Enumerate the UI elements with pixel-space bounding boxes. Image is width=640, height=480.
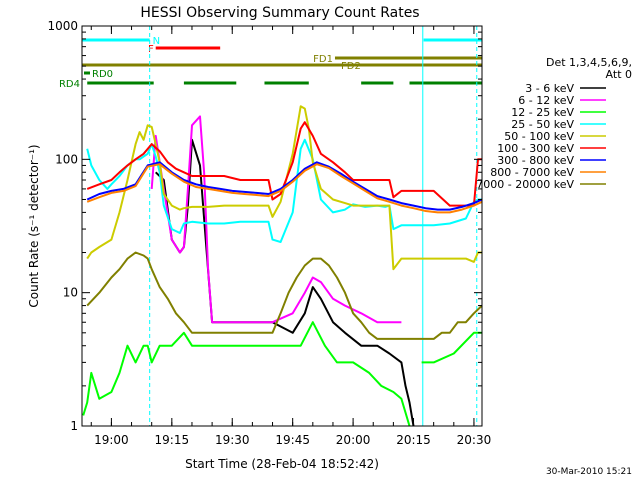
- x-tick-label-3: 19:45: [275, 433, 310, 447]
- series-line-6: [86, 161, 483, 211]
- plot-frame: [81, 25, 483, 427]
- legend-label-3: 25 - 50 keV: [511, 118, 574, 131]
- series-line-3: [86, 138, 482, 243]
- chart-title: HESSI Observing Summary Count Rates: [140, 5, 419, 21]
- y-axis-label: Count Rate (s⁻¹ detector⁻¹): [27, 144, 41, 307]
- x-tick-label-4: 20:00: [336, 433, 371, 447]
- series-line-4: [86, 105, 482, 271]
- y-tick-label-2: 100: [55, 152, 78, 166]
- x-axis-label: Start Time (28-Feb-04 18:52:42): [185, 457, 379, 471]
- legend-label-8: 7000 - 20000 keV: [476, 178, 574, 191]
- series-layer: [82, 105, 483, 427]
- series-line-5: [86, 121, 482, 207]
- series-line-7: [86, 163, 483, 214]
- flag-label-rd4: RD4: [59, 79, 80, 90]
- flag-label-fd2: FD2: [341, 61, 361, 72]
- x-axis: 19:00 19:15 19:30 19:45 20:00 20:15 20:30: [90, 26, 492, 447]
- flags-layer: NF FD1 FD2 RD0 RD4: [59, 36, 482, 90]
- y-tick-label-0: 1: [70, 419, 78, 433]
- x-tick-label-0: 19:00: [94, 433, 129, 447]
- y-axis: 1 10 100 1000: [47, 19, 482, 433]
- flag-label-n: N: [153, 36, 160, 47]
- series-line-8: [86, 251, 483, 340]
- y-tick-label-1: 10: [63, 286, 78, 300]
- x-tick-label-6: 20:30: [457, 433, 492, 447]
- legend-label-1: 6 - 12 keV: [518, 94, 574, 107]
- x-tick-label-1: 19:15: [155, 433, 190, 447]
- flag-label-rd0: RD0: [92, 69, 113, 80]
- legend-label-5: 100 - 300 keV: [497, 142, 574, 155]
- legend-label-0: 3 - 6 keV: [525, 82, 574, 95]
- series-line-1: [150, 115, 402, 324]
- legend-header-line2: Att 0: [606, 68, 632, 81]
- flag-label-fd1: FD1: [313, 54, 333, 65]
- footer-date: 30-Mar-2010 15:21: [546, 467, 632, 477]
- legend-label-2: 12 - 25 keV: [511, 106, 574, 119]
- x-tick-label-2: 19:30: [215, 433, 250, 447]
- legend-label-6: 300 - 800 keV: [497, 154, 574, 167]
- legend-header-line1: Det 1,3,4,5,6,9,: [546, 56, 632, 69]
- legend-label-4: 50 - 100 keV: [504, 130, 574, 143]
- legend-label-7: 800 - 7000 keV: [490, 166, 574, 179]
- series-line-2: [82, 321, 482, 427]
- flag-label-f: F: [148, 44, 154, 55]
- x-tick-label-5: 20:15: [396, 433, 431, 447]
- y-tick-label-3: 1000: [47, 19, 78, 33]
